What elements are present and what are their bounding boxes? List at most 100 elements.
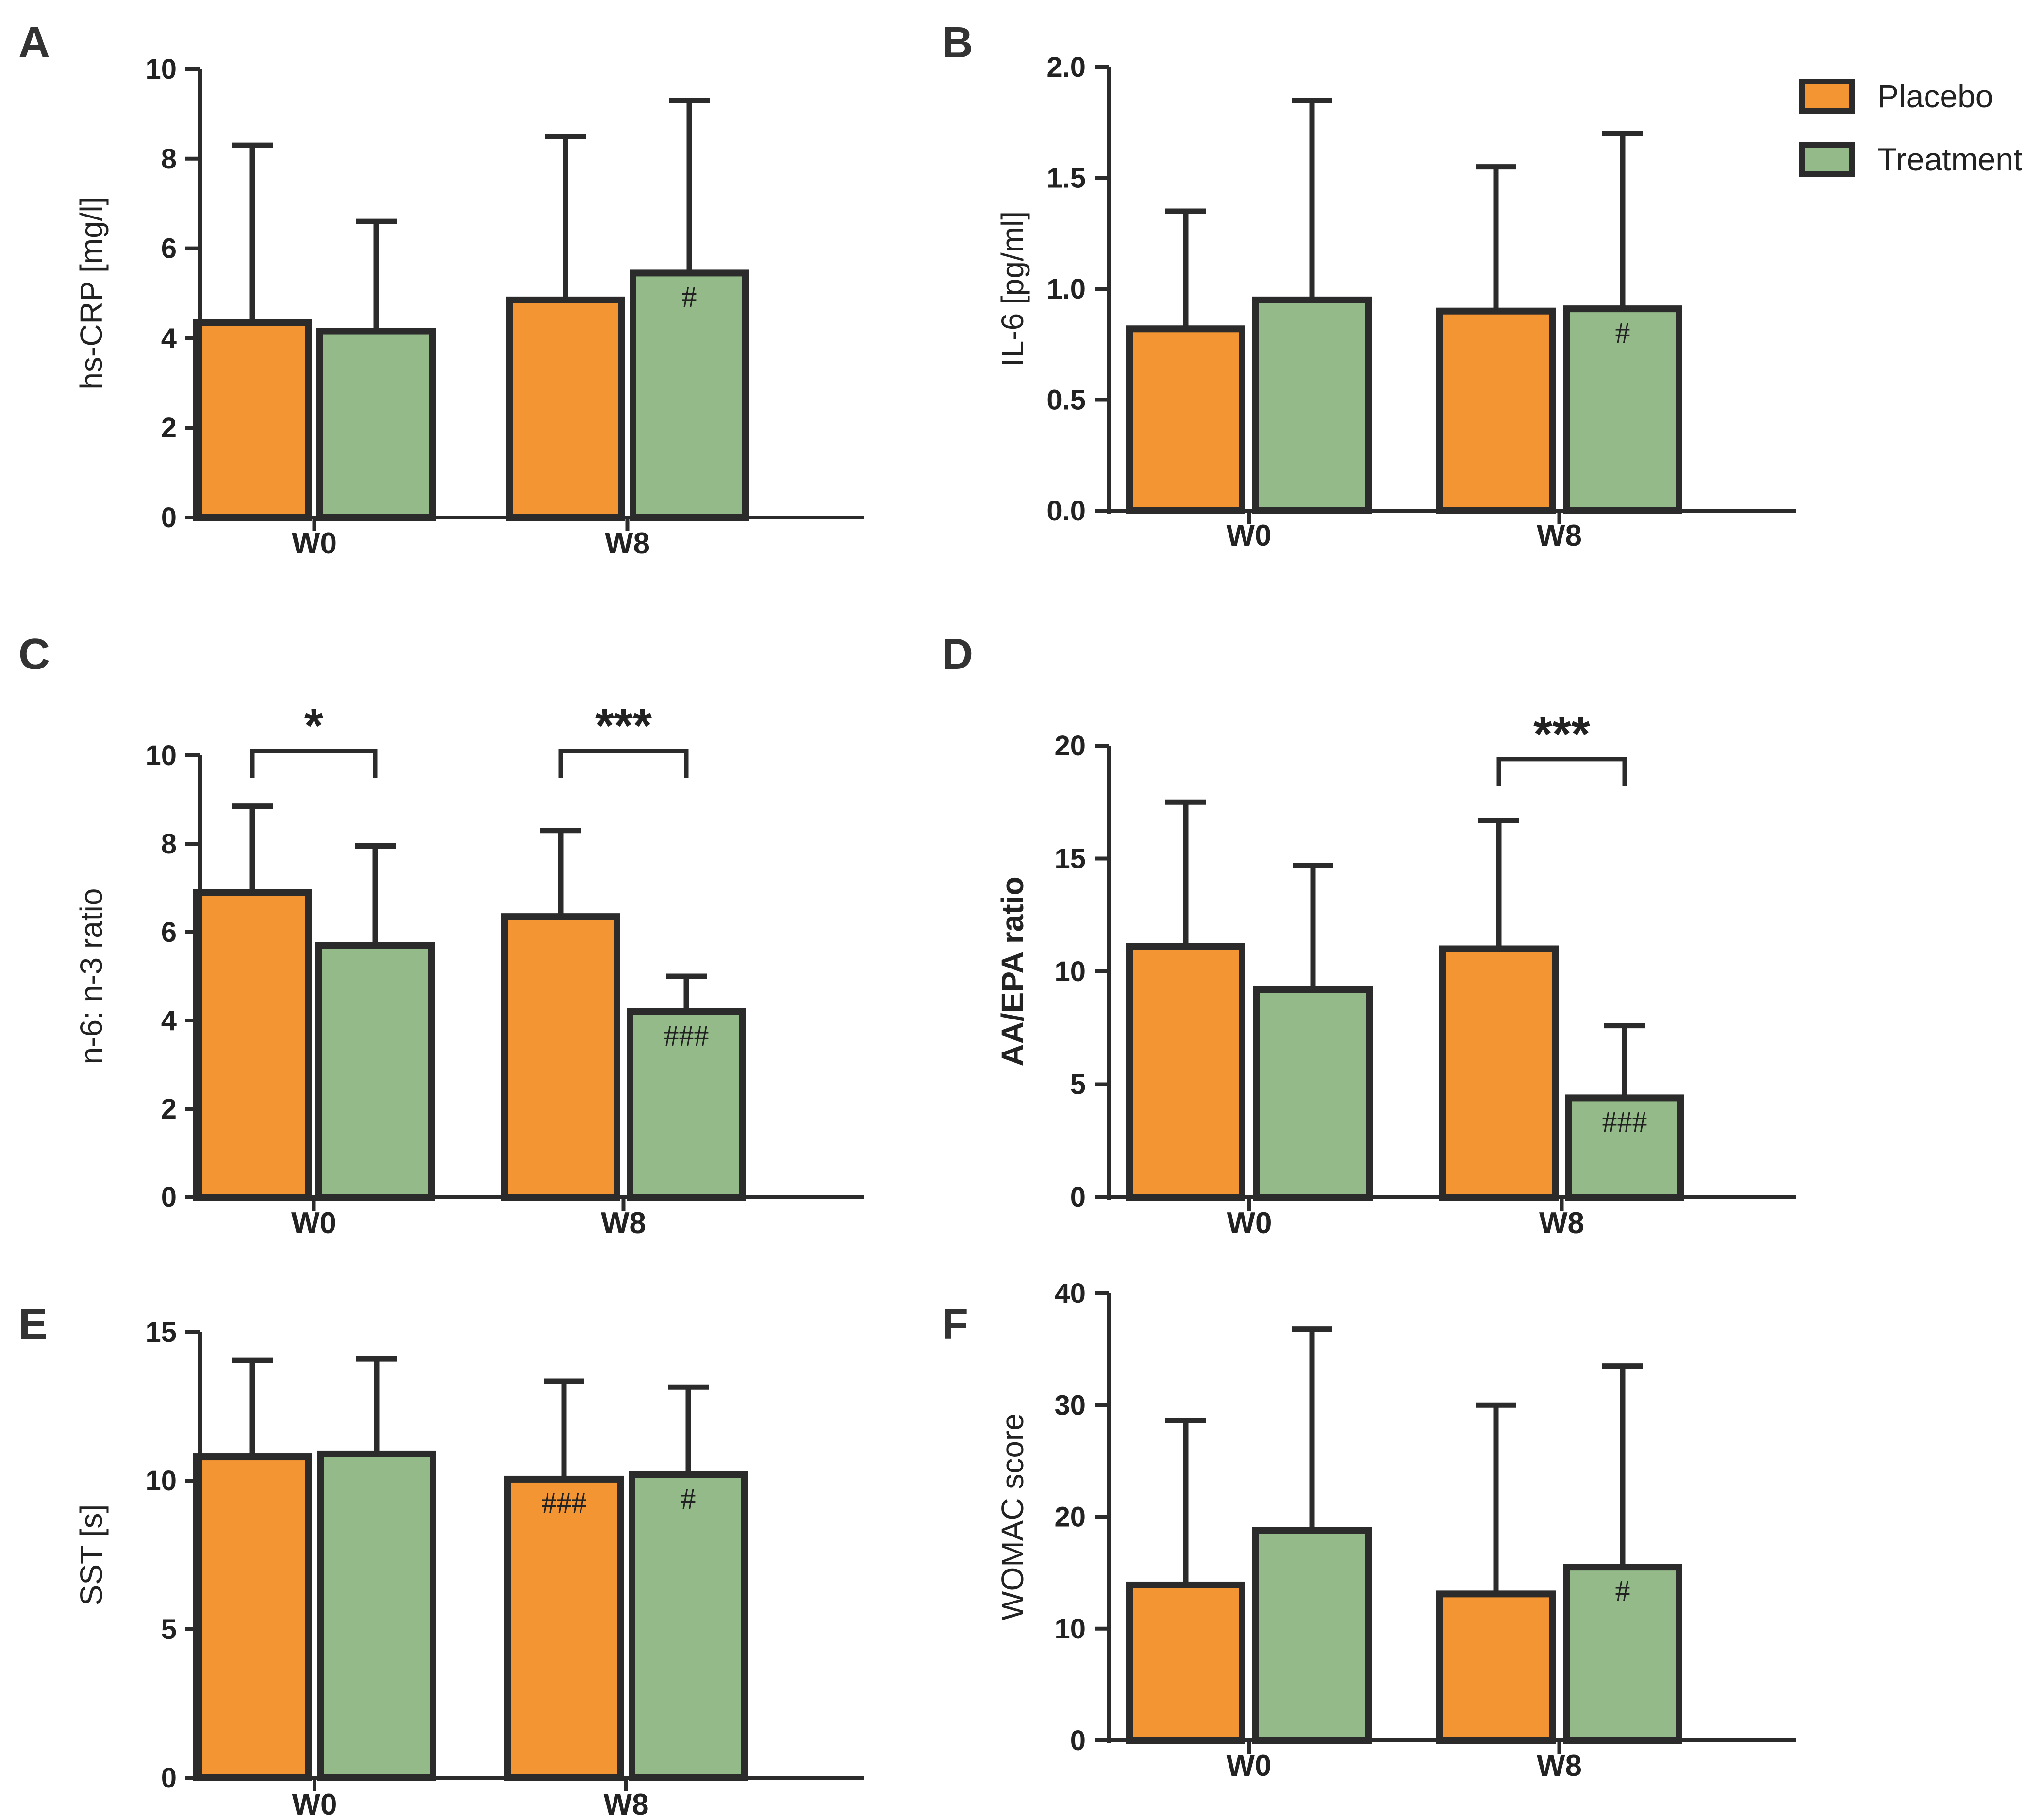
y-axis-title: hs-CRP [mg/l] — [74, 197, 109, 389]
bar-treatment-w8 — [1563, 1564, 1682, 1744]
y-tick-label: 0 — [161, 502, 177, 534]
legend-swatch-placebo — [1799, 79, 1855, 114]
y-tick-label: 0.5 — [1046, 384, 1086, 416]
y-tick-label: 40 — [1054, 1278, 1086, 1309]
bar-treatment-w0 — [1252, 296, 1372, 514]
chart-panel-d: D AA/EPA ratio ### 0 5 10 15 20 W0 W8 *** — [942, 630, 1796, 1240]
x-category-label: W8 — [1539, 1206, 1584, 1240]
x-category-label: W0 — [1227, 1749, 1272, 1783]
y-tick-label: 8 — [161, 143, 177, 175]
y-axis-title: n-6: n-3 ratio — [74, 888, 109, 1065]
x-category-label: W8 — [604, 1788, 649, 1820]
x-category-label: W8 — [1537, 1749, 1582, 1783]
y-tick-label: 4 — [161, 1005, 177, 1036]
significance-stars: *** — [1533, 707, 1590, 761]
y-tick-label: 10 — [145, 1465, 177, 1497]
bar-treatment-w0 — [1253, 986, 1373, 1201]
significance-stars: *** — [595, 699, 652, 753]
x-category-label: W8 — [1537, 519, 1582, 552]
bar-placebo-w8 — [504, 1475, 624, 1781]
y-tick-label: 2 — [161, 1093, 177, 1125]
legend-label-placebo: Placebo — [1877, 78, 1993, 114]
y-tick-label: 20 — [1054, 1502, 1086, 1533]
y-tick-label: 4 — [161, 322, 177, 354]
bar-placebo-w0 — [193, 319, 312, 521]
y-tick-label: 0 — [1070, 1182, 1086, 1213]
x-category-label: W0 — [292, 1788, 337, 1820]
bar-treatment-w0 — [316, 328, 436, 521]
bar-placebo-w8 — [501, 913, 620, 1201]
bar-treatment-w0 — [1252, 1527, 1372, 1744]
y-axis-title: SST [s] — [74, 1504, 109, 1606]
legend-label-treatment: Treatment — [1877, 141, 2022, 177]
y-tick-label: 10 — [1054, 956, 1086, 987]
significance-mark: # — [1615, 1575, 1630, 1608]
y-tick-label: 0.0 — [1046, 495, 1086, 527]
bar-treatment-w0 — [315, 942, 435, 1201]
y-tick-label: 0 — [161, 1762, 177, 1794]
panel-letter: F — [942, 1300, 968, 1349]
x-category-label: W8 — [601, 1206, 646, 1240]
bar-treatment-w8 — [1563, 305, 1682, 514]
y-tick-label: 2.0 — [1046, 51, 1086, 83]
y-tick-label: 15 — [145, 1317, 177, 1348]
y-tick-label: 15 — [1054, 843, 1086, 875]
panel-letter: B — [942, 18, 973, 67]
y-tick-label: 2 — [161, 412, 177, 444]
x-category-label: W8 — [605, 527, 650, 560]
significance-bracket — [1496, 757, 1627, 786]
y-tick-label: 20 — [1054, 730, 1086, 762]
panel-letter: D — [942, 630, 973, 679]
significance-bracket — [250, 749, 378, 778]
significance-mark: ### — [542, 1487, 587, 1520]
y-tick-label: 0 — [1070, 1725, 1086, 1756]
bar-treatment-w8 — [627, 1008, 746, 1201]
y-tick-label: 10 — [145, 740, 177, 771]
y-tick-label: 0 — [161, 1182, 177, 1213]
bar-placebo-w0 — [193, 1453, 312, 1782]
bar-placebo-w8 — [506, 296, 625, 521]
significance-stars: * — [304, 699, 323, 753]
significance-mark: # — [681, 1483, 696, 1516]
y-tick-label: 5 — [161, 1614, 177, 1645]
y-tick-label: 6 — [161, 233, 177, 265]
bar-placebo-w0 — [1126, 1581, 1245, 1744]
bar-treatment-w0 — [317, 1450, 436, 1781]
panel-letter: C — [18, 630, 50, 679]
bar-placebo-w0 — [1126, 325, 1245, 514]
bar-placebo-w8 — [1436, 1590, 1556, 1744]
y-axis-title: WOMAC score — [995, 1413, 1030, 1620]
significance-mark: # — [1615, 317, 1630, 350]
y-tick-label: 8 — [161, 828, 177, 860]
significance-bracket — [558, 749, 689, 778]
bar-placebo-w0 — [193, 889, 312, 1201]
bar-treatment-w8 — [630, 269, 749, 521]
bar-placebo-w0 — [1126, 943, 1245, 1201]
bar-treatment-w8 — [1565, 1094, 1684, 1201]
x-category-label: W0 — [1227, 519, 1272, 552]
significance-mark: ### — [664, 1019, 709, 1052]
y-tick-label: 10 — [145, 53, 177, 85]
chart-panel-a: Ahs-CRP [mg/l] #0 2 4 6 8 10 W0 W8 — [18, 18, 864, 560]
legend-swatch-treatment — [1799, 142, 1855, 177]
chart-panel-f: F WOMAC score #0 10 20 30 40 W0 W8 — [942, 1278, 1796, 1783]
y-tick-label: 5 — [1070, 1069, 1086, 1101]
bar-placebo-w8 — [1436, 307, 1556, 514]
y-tick-label: 1.0 — [1046, 273, 1086, 305]
y-axis-title: AA/EPA ratio — [995, 876, 1030, 1066]
bar-placebo-w8 — [1439, 945, 1559, 1201]
x-category-label: W0 — [1227, 1206, 1272, 1240]
panels-layer: Ahs-CRP [mg/l] #0 2 4 6 8 10 W0 W8 B IL-6 [pg/ml] #… — [18, 18, 1796, 1820]
x-category-label: W0 — [292, 527, 337, 560]
y-tick-label: 10 — [1054, 1613, 1086, 1645]
y-tick-label: 30 — [1054, 1389, 1086, 1421]
significance-mark: ### — [1602, 1105, 1647, 1138]
y-axis-title: IL-6 [pg/ml] — [995, 211, 1030, 367]
significance-mark: # — [682, 281, 697, 314]
panel-letter: A — [18, 18, 50, 67]
panel-letter: E — [18, 1300, 48, 1349]
chart-panel-b: B IL-6 [pg/ml] #0.0 0.5 1.0 1.5 2.0 W0 W8 — [942, 18, 1796, 552]
x-category-label: W0 — [291, 1206, 336, 1240]
legend: Placebo Treatment — [1799, 78, 2022, 177]
